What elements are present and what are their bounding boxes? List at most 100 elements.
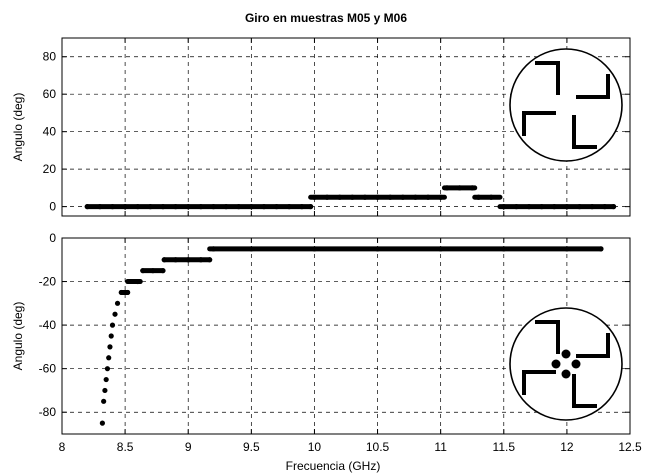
inset-circle [509,48,623,162]
inset-dot [561,349,571,359]
data-point [185,204,191,210]
data-point [299,204,305,210]
inset-hook [572,374,597,408]
inset-icon [509,307,623,421]
y-tick-label: -80 [39,405,57,419]
inset-dot [561,369,571,379]
inset-dot [571,359,581,369]
data-point [273,204,280,210]
data-point [118,289,124,296]
x-tick-label: 11 [434,440,447,454]
data-point [122,204,128,210]
data-point [488,194,494,200]
data-point [107,344,113,350]
inset-hook [535,320,560,354]
data-point [501,246,507,252]
x-tick-label: 12 [560,440,574,454]
inset-hook [522,111,556,136]
data-point [564,204,570,210]
panel-top: 0 20 40 60 80 [43,37,631,217]
x-tick-label: 10 [308,440,322,454]
y-tick-label: 40 [43,125,57,139]
data-point [150,268,156,274]
data-point [210,204,217,210]
data-point [602,204,608,210]
panel-bottom: 8 8.5 9 9.5 10 10.5 11 11.5 12 12.5 0 -20 -40 -60 -80 [39,231,642,454]
inset-hook [522,370,556,395]
inset-icon [509,48,623,162]
plot-frame [61,37,631,217]
y-tick-label: 80 [43,50,57,64]
data-point [513,204,520,210]
data-point [551,204,557,210]
data-point [248,204,254,210]
data-point [140,268,146,274]
x-tick-label: 8.5 [117,440,134,454]
data-point [102,387,108,394]
data-point [112,311,118,317]
data-point [160,204,166,210]
data-point [564,246,570,252]
y-axis-label-top: Angulo (deg) [11,93,25,162]
data-point [576,204,583,210]
data-point [526,204,532,210]
data-point [261,204,267,210]
inset-circle [509,307,623,421]
y-tick-label: 0 [49,200,56,214]
plot-frame [61,237,631,435]
data-point [400,194,406,200]
x-tick-label: 8 [59,440,66,454]
data-point [198,257,204,263]
inset-hook [572,115,597,149]
data-point [457,185,463,191]
data-point [99,420,105,426]
data-point [598,246,604,252]
data-point [198,204,204,210]
data-point [135,278,141,285]
y-tick-label: 0 [49,231,56,245]
data-point [104,366,111,372]
chart-title: Giro en muestras M05 y M06 [245,11,407,25]
x-tick-label: 11.5 [493,440,516,454]
inset-hook [576,333,610,358]
data-point [114,300,121,306]
data-point [135,204,141,210]
data-point [589,204,595,210]
x-axis-label: Frecuencia (GHz) [286,459,381,473]
data-point [173,204,179,210]
data-point [210,246,217,252]
data-point [147,204,153,210]
data-point [425,194,431,200]
data-point [469,185,475,191]
data-point [106,355,112,361]
inset-hook [576,74,610,99]
data-point [248,246,254,252]
data-point [349,194,355,200]
data-point [173,257,179,263]
data-point [539,204,545,210]
data-point [438,246,444,252]
y-tick-label: -20 [39,275,57,289]
data-point [362,194,368,200]
data-point [444,185,450,191]
y-tick-label: -40 [39,318,57,332]
data-point [185,257,191,263]
data-point [412,194,419,200]
data-point [438,194,444,200]
data-point [236,204,242,210]
data-point [161,257,167,263]
data-point [475,194,482,200]
data-point [103,376,109,383]
data-point [387,194,393,200]
data-point [84,204,90,210]
data-point [109,204,116,210]
data-point [108,333,114,339]
data-point [610,204,617,210]
data-point [286,204,292,210]
data-point [337,194,343,200]
data-point [101,398,107,404]
inset-dot [551,359,561,369]
data-point [125,289,131,296]
data-point [311,194,318,200]
